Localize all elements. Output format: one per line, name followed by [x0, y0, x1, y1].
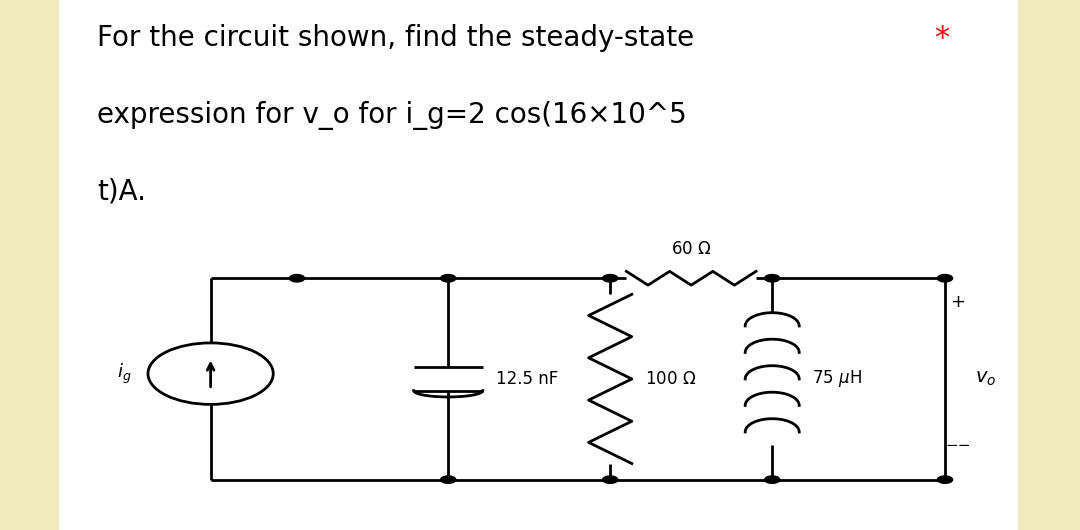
Text: expression for v_o for i_g=2 cos(16×10^5: expression for v_o for i_g=2 cos(16×10^5 [97, 101, 687, 130]
Text: $v_o$: $v_o$ [975, 369, 997, 388]
Circle shape [441, 275, 456, 282]
Text: *: * [934, 24, 949, 53]
Circle shape [289, 275, 305, 282]
Text: +: + [950, 293, 966, 311]
Circle shape [937, 275, 953, 282]
Circle shape [603, 476, 618, 483]
Text: 100 $\Omega$: 100 $\Omega$ [645, 370, 696, 388]
Circle shape [765, 476, 780, 483]
Circle shape [441, 476, 456, 483]
Text: −−: −− [945, 438, 971, 453]
Text: $i_g$: $i_g$ [118, 361, 132, 386]
Text: For the circuit shown, find the steady-state: For the circuit shown, find the steady-s… [97, 24, 694, 52]
Circle shape [603, 275, 618, 282]
Text: t)A.: t)A. [97, 178, 146, 206]
Text: 60 $\Omega$: 60 $\Omega$ [671, 240, 712, 258]
Circle shape [765, 275, 780, 282]
Text: 12.5 nF: 12.5 nF [496, 370, 558, 388]
Circle shape [937, 476, 953, 483]
Text: 75 $\mu$H: 75 $\mu$H [812, 368, 862, 390]
